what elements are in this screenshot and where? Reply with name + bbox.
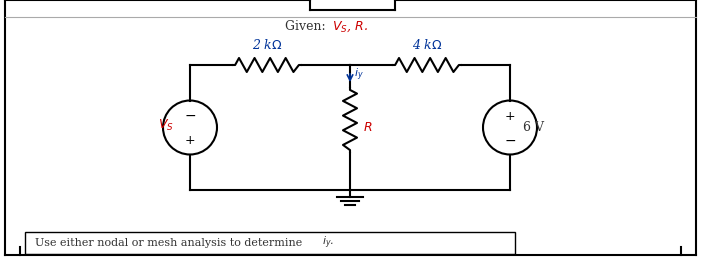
Text: $V_S$, $R$.: $V_S$, $R$. [332, 20, 368, 34]
Text: $R$: $R$ [363, 121, 372, 134]
Text: 4 k$\Omega$: 4 k$\Omega$ [411, 38, 442, 52]
Text: 2 k$\Omega$: 2 k$\Omega$ [252, 38, 283, 52]
Text: Use either nodal or mesh analysis to determine: Use either nodal or mesh analysis to det… [35, 238, 306, 248]
Text: Given:: Given: [285, 20, 330, 33]
Text: +: + [505, 110, 515, 123]
Text: −: − [504, 134, 516, 147]
Text: 6 V: 6 V [523, 121, 544, 134]
Text: $V_S$: $V_S$ [158, 118, 174, 133]
FancyBboxPatch shape [25, 232, 515, 254]
Text: $i_y$.: $i_y$. [322, 235, 334, 251]
Text: +: + [184, 134, 196, 147]
Text: −: − [184, 109, 196, 123]
Text: $i_y$: $i_y$ [354, 67, 364, 83]
